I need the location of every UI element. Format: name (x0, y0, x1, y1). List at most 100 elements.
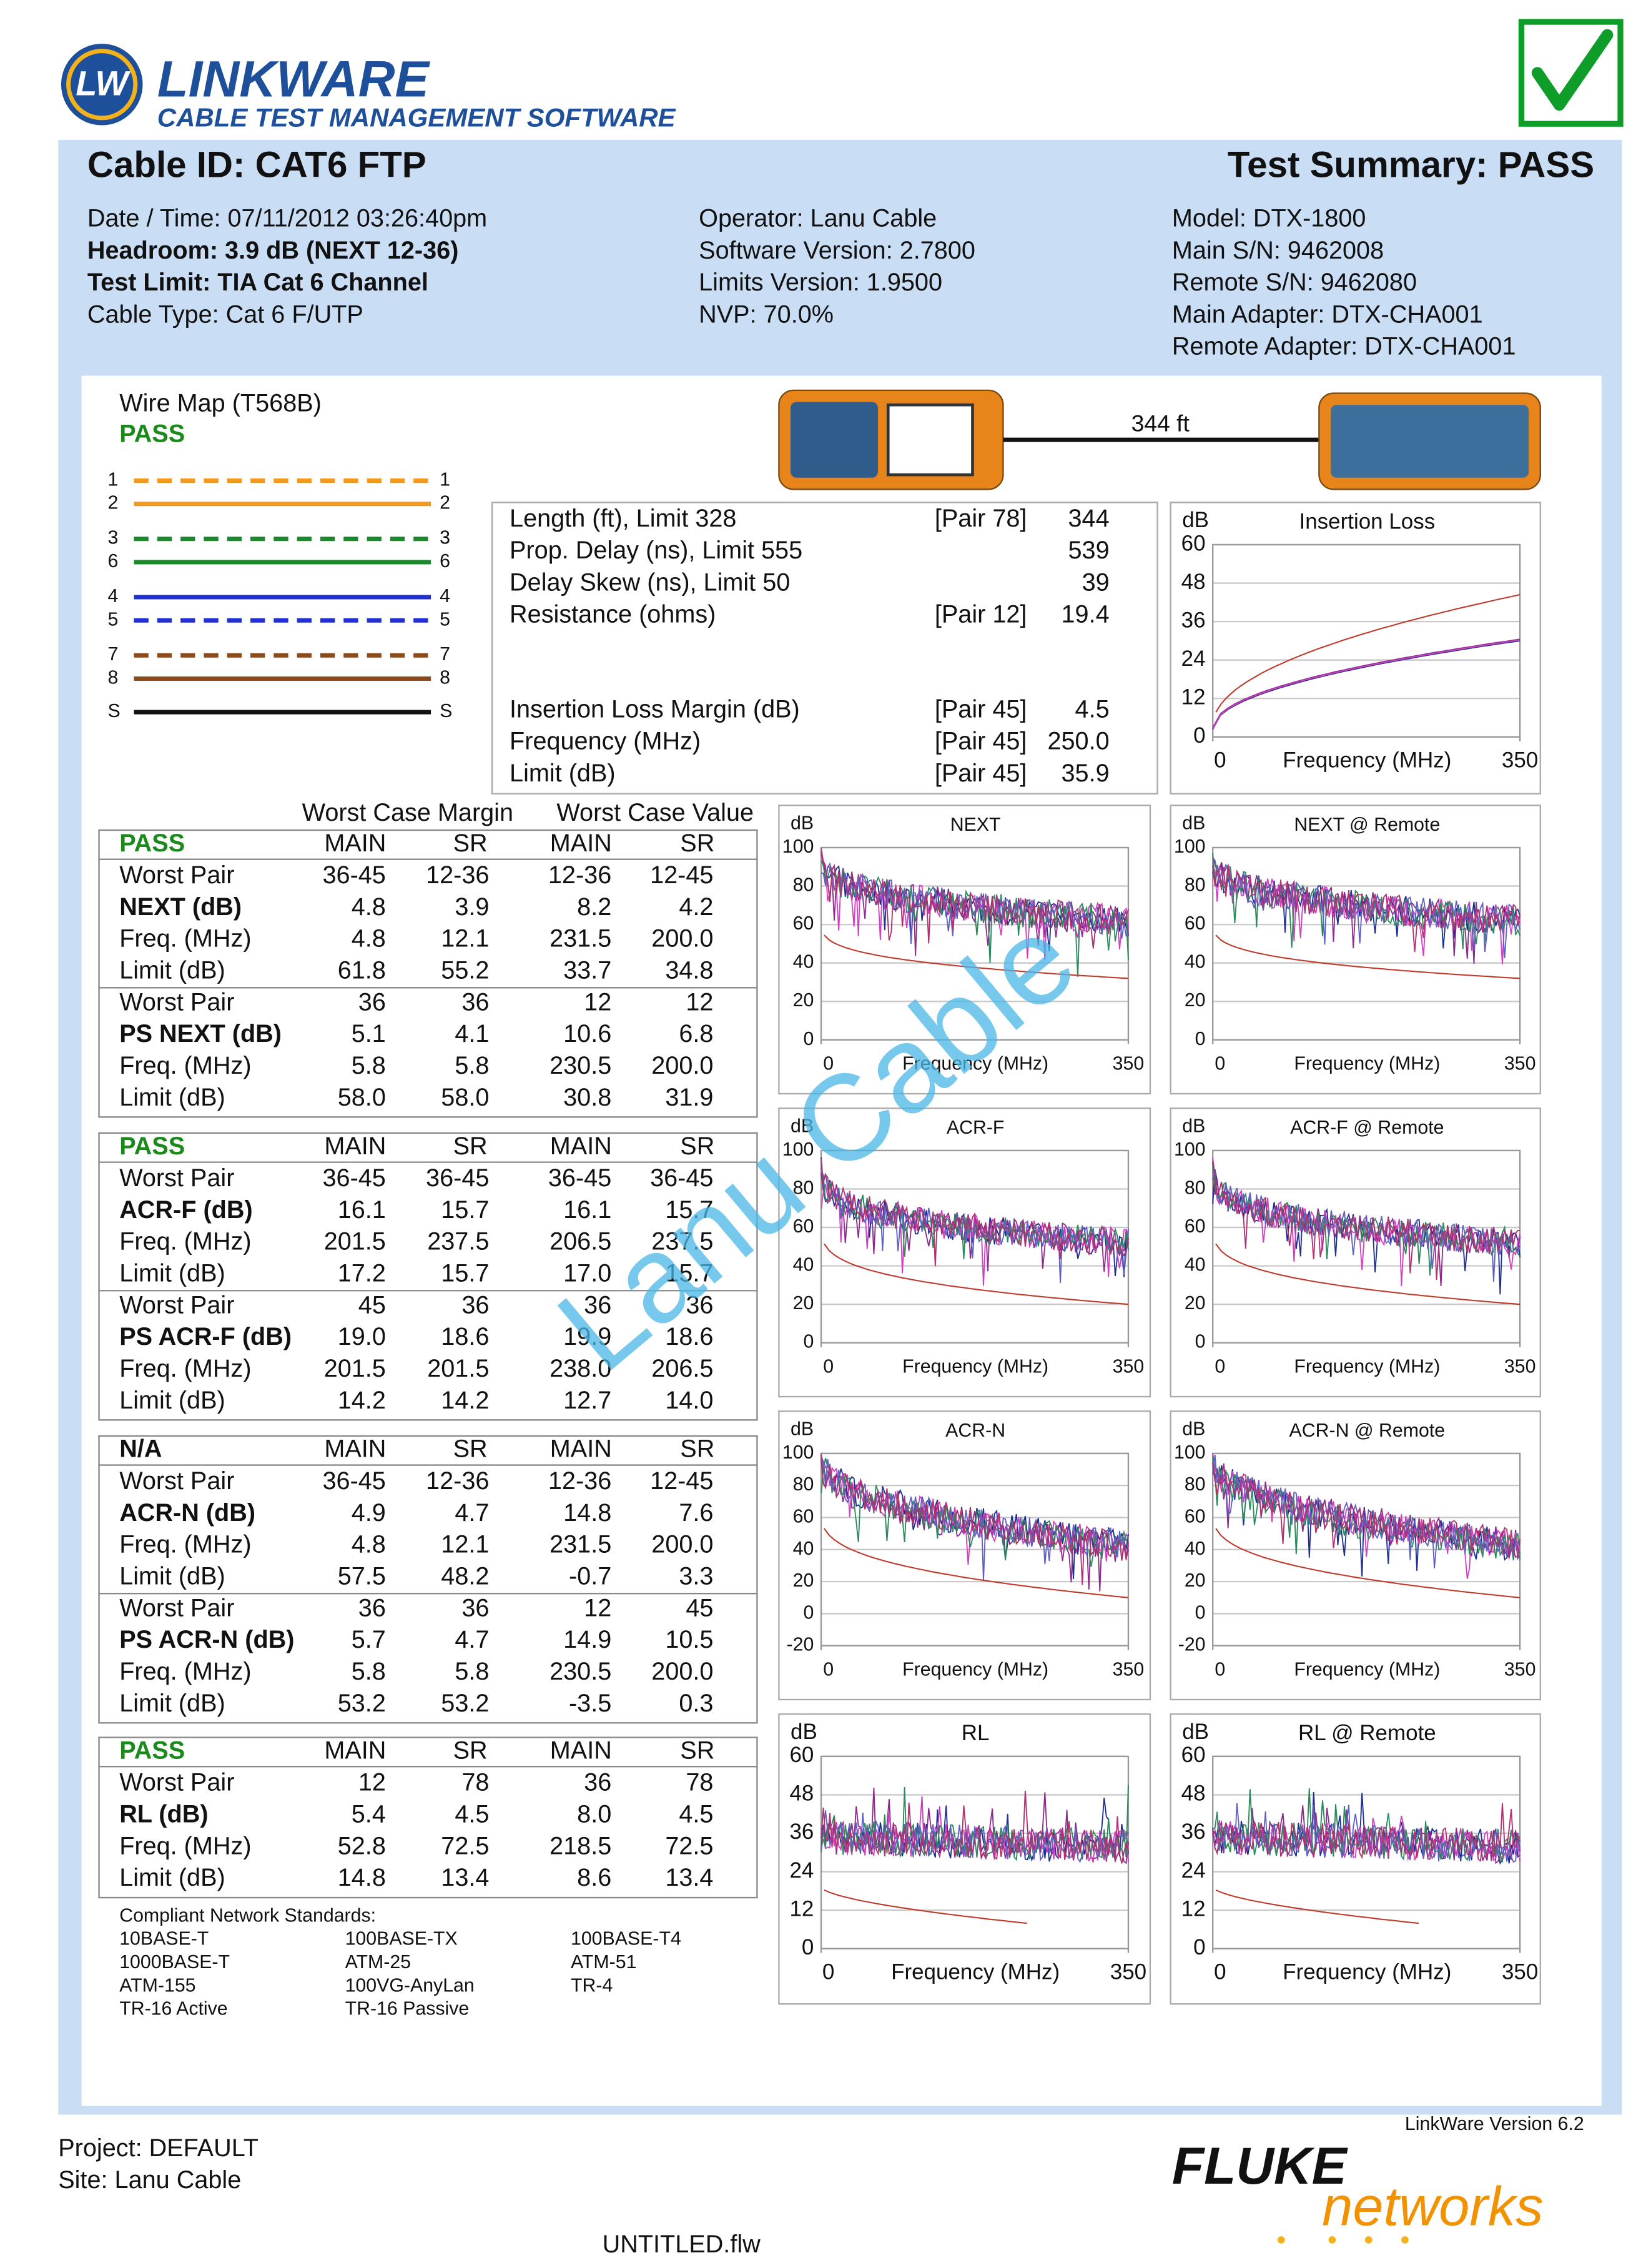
section-status: PASS (119, 829, 185, 857)
cell: 5.4 (352, 1800, 386, 1828)
column-header: SR (680, 829, 714, 857)
cell: 36-45 (426, 1164, 489, 1192)
pin-label: 4 (440, 586, 450, 607)
row-label: PS NEXT (dB) (119, 1020, 282, 1047)
standards-title: Compliant Network Standards: (119, 1905, 376, 1926)
y-tick-label: 80 (793, 1178, 814, 1199)
limit-line (824, 1243, 1129, 1305)
pin-label: 4 (108, 586, 119, 607)
cell: 33.7 (563, 957, 611, 984)
x-tick-label: 350 (1504, 1659, 1536, 1680)
cell: 53.2 (441, 1690, 489, 1717)
x-tick-label: 350 (1113, 1356, 1145, 1377)
column-header: MAIN (324, 829, 386, 857)
y-tick-label: 80 (1185, 1474, 1206, 1495)
section-box (98, 1132, 758, 1421)
x-tick-label: 0 (823, 1356, 834, 1377)
pin-label: 7 (440, 644, 450, 665)
cell: 3.9 (455, 893, 489, 921)
info-item: Headroom: 3.9 dB (NEXT 12-36) (87, 237, 459, 264)
y-tick-label: 24 (1181, 1858, 1206, 1883)
cell: 36-45 (650, 1164, 713, 1192)
graph-frame (1170, 1107, 1541, 1398)
cell: 218.5 (550, 1832, 611, 1859)
x-tick-label: 350 (1113, 1659, 1145, 1680)
cell: 12.7 (563, 1387, 611, 1414)
limit-line (1215, 934, 1520, 979)
limit-line (1215, 1889, 1419, 1924)
column-header: SR (453, 1736, 488, 1764)
graph-title: ACR-N @ Remote (1289, 1420, 1446, 1441)
cell: 14.0 (665, 1387, 713, 1414)
graph-unit: dB (1182, 508, 1209, 532)
trace (1212, 640, 1520, 730)
measure-value: 250.0 (1047, 728, 1109, 755)
graph-title: RL (962, 1721, 990, 1745)
y-tick-label: -20 (1178, 1635, 1206, 1655)
standard: TR-4 (571, 1975, 613, 1996)
x-axis-label: Frequency (MHz) (891, 1960, 1060, 1984)
column-header: MAIN (324, 1435, 386, 1463)
graph-frame (1170, 805, 1541, 1095)
cell: 18.6 (665, 1323, 713, 1350)
column-header: SR (680, 1435, 714, 1463)
column-header: SR (453, 1435, 488, 1463)
cell: 45 (686, 1594, 713, 1622)
cell: 0.3 (679, 1690, 713, 1717)
measure-label: Limit (dB) (510, 760, 616, 787)
row-label: Freq. (MHz) (119, 1355, 251, 1382)
column-header: MAIN (550, 1132, 612, 1160)
measure-value: 35.9 (1062, 760, 1110, 787)
graph-unit: dB (791, 1116, 814, 1137)
graph-title: NEXT (950, 815, 1001, 835)
x-axis-label: Frequency (MHz) (1294, 1659, 1440, 1680)
y-tick-label: 40 (1185, 1538, 1206, 1559)
cell: 17.0 (563, 1260, 611, 1287)
x-tick-label: 350 (1502, 1960, 1538, 1984)
cell: 12-45 (650, 861, 713, 889)
pin-label: 1 (440, 469, 450, 490)
graph-frame (778, 805, 1151, 1095)
standard: ATM-155 (119, 1975, 195, 1996)
cell: 4.2 (679, 893, 713, 921)
pin-label: 8 (108, 668, 119, 688)
cell: 52.8 (338, 1832, 386, 1859)
row-label: Worst Pair (119, 1467, 234, 1495)
x-tick-label: 0 (823, 1053, 834, 1074)
remote-panel (1331, 405, 1529, 478)
y-tick-label: 60 (793, 913, 814, 934)
trace (1212, 639, 1520, 729)
cable-length: 344 ft (1131, 410, 1190, 437)
cell: 34.8 (665, 957, 713, 984)
measure-value: 344 (1068, 505, 1110, 532)
y-tick-label: 12 (789, 1896, 814, 1921)
y-tick-label: 20 (793, 1570, 814, 1591)
graph-unit: dB (791, 813, 814, 834)
y-tick-label: 0 (1195, 1332, 1206, 1352)
row-label: Limit (dB) (119, 1563, 225, 1590)
cell: 14.2 (441, 1387, 489, 1414)
trace (821, 1457, 1129, 1567)
measure-value: 39 (1082, 568, 1110, 596)
column-header: SR (680, 1736, 714, 1764)
standard: 100BASE-TX (345, 1929, 458, 1949)
cell: 36 (686, 1291, 713, 1319)
column-header: MAIN (550, 829, 612, 857)
x-tick-label: 350 (1504, 1053, 1536, 1074)
y-tick-label: 100 (782, 1442, 814, 1463)
cell: -3.5 (569, 1690, 611, 1717)
cell: 17.2 (338, 1260, 386, 1287)
y-tick-label: 60 (1185, 1216, 1206, 1237)
file-name: UNTITLED.flw (603, 2231, 761, 2258)
y-tick-label: 80 (793, 1474, 814, 1495)
y-tick-label: 0 (1195, 1029, 1206, 1049)
cell: 5.8 (352, 1658, 386, 1685)
table-heading: Worst Case Value (556, 799, 754, 826)
brand-dot (1364, 2236, 1373, 2244)
y-tick-label: 0 (803, 1602, 814, 1623)
cell: 36 (584, 1291, 611, 1319)
column-header: MAIN (550, 1736, 612, 1764)
row-label: NEXT (dB) (119, 893, 242, 921)
info-item: Model: DTX-1800 (1172, 205, 1366, 232)
cell: 53.2 (338, 1690, 386, 1717)
